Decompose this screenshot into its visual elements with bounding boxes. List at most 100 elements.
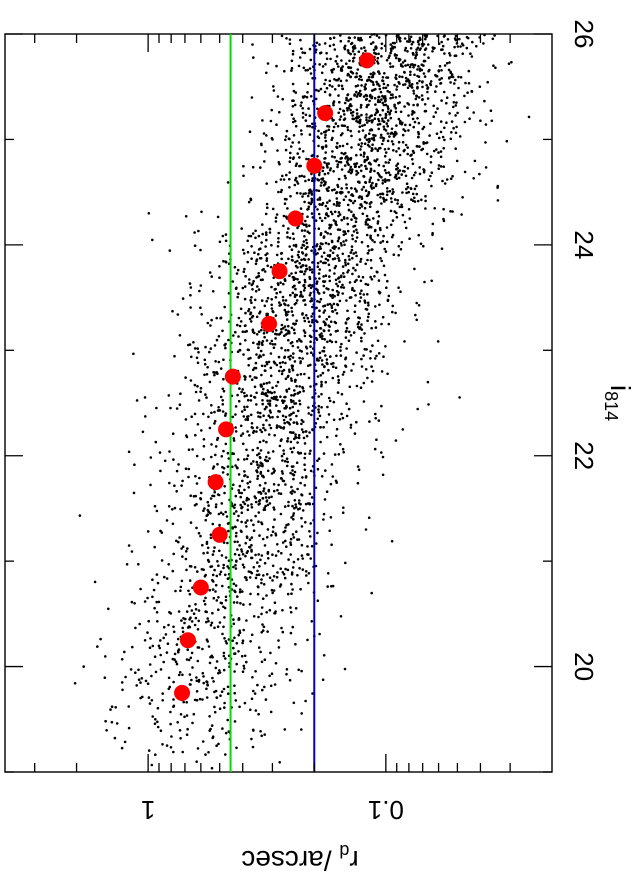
data-point [416, 68, 419, 71]
data-point [273, 601, 277, 604]
data-point [283, 421, 287, 425]
data-point [364, 368, 368, 371]
data-point [182, 700, 185, 704]
data-point [303, 463, 306, 467]
data-point [417, 96, 421, 99]
data-point [341, 132, 344, 135]
data-point [209, 623, 213, 627]
data-point [394, 96, 398, 99]
data-point [338, 228, 342, 232]
data-point [286, 313, 289, 316]
data-point [172, 705, 175, 708]
data-point [248, 278, 251, 281]
data-point [297, 436, 301, 440]
data-point [449, 210, 452, 213]
data-point [386, 139, 390, 143]
data-point [416, 87, 419, 90]
data-point [283, 202, 287, 205]
data-point [323, 136, 327, 139]
data-point [291, 489, 294, 493]
data-point [360, 289, 363, 293]
data-point [190, 609, 194, 612]
data-point [288, 160, 292, 163]
data-point [265, 257, 269, 260]
data-point [295, 191, 299, 195]
data-point [291, 314, 295, 317]
data-point [224, 346, 227, 350]
data-point [206, 551, 209, 554]
data-point [232, 601, 236, 604]
data-point [82, 665, 85, 668]
data-point [263, 407, 267, 411]
data-point [336, 124, 340, 128]
data-point [291, 99, 294, 102]
data-point [232, 582, 236, 586]
data-point [191, 666, 194, 669]
data-point [234, 534, 238, 538]
data-point [151, 238, 154, 242]
data-point [410, 83, 414, 86]
data-point [232, 646, 235, 650]
data-point [304, 219, 307, 223]
data-point [133, 463, 136, 467]
data-point [296, 152, 300, 155]
data-point [359, 296, 363, 299]
data-point [282, 282, 285, 286]
data-point [449, 81, 452, 84]
data-point [399, 110, 403, 114]
data-point [317, 411, 321, 414]
data-point [205, 610, 208, 614]
data-point [335, 427, 339, 431]
data-point [292, 399, 295, 403]
data-point [291, 469, 294, 472]
data-point [243, 391, 246, 395]
data-point [443, 138, 446, 142]
data-point [174, 589, 177, 593]
data-point [185, 714, 189, 717]
data-point [249, 356, 252, 360]
data-point [294, 378, 297, 382]
data-point [347, 407, 351, 411]
data-point [187, 625, 191, 628]
data-point [149, 456, 153, 459]
data-point [262, 426, 265, 430]
data-point [338, 259, 341, 262]
data-point [368, 99, 371, 103]
data-point [308, 502, 312, 506]
data-point [451, 210, 454, 213]
data-point [372, 186, 376, 190]
data-point [376, 233, 380, 237]
data-point [281, 630, 285, 634]
data-point [206, 546, 210, 550]
data-point [260, 581, 263, 585]
data-point [291, 344, 295, 348]
data-point [386, 83, 390, 87]
data-point [367, 304, 370, 307]
data-point [348, 258, 351, 261]
data-point [199, 284, 203, 287]
data-point [381, 192, 385, 196]
data-point [331, 296, 334, 300]
data-point [424, 37, 427, 41]
data-point [336, 293, 340, 297]
data-point [294, 178, 297, 182]
median-point [218, 421, 235, 438]
data-point [411, 192, 415, 196]
data-point [368, 218, 371, 222]
data-point [224, 261, 228, 264]
data-point [208, 661, 212, 665]
data-point [381, 119, 384, 123]
data-point [234, 699, 238, 702]
data-point [303, 200, 306, 204]
data-point [363, 123, 367, 127]
data-point [73, 682, 77, 685]
data-point [408, 237, 411, 240]
data-point [326, 362, 329, 366]
data-point [298, 147, 302, 151]
data-point [213, 626, 216, 630]
data-point [323, 42, 327, 45]
data-point [316, 375, 320, 378]
data-point [440, 99, 443, 102]
data-point [341, 447, 345, 451]
data-point [409, 70, 412, 74]
